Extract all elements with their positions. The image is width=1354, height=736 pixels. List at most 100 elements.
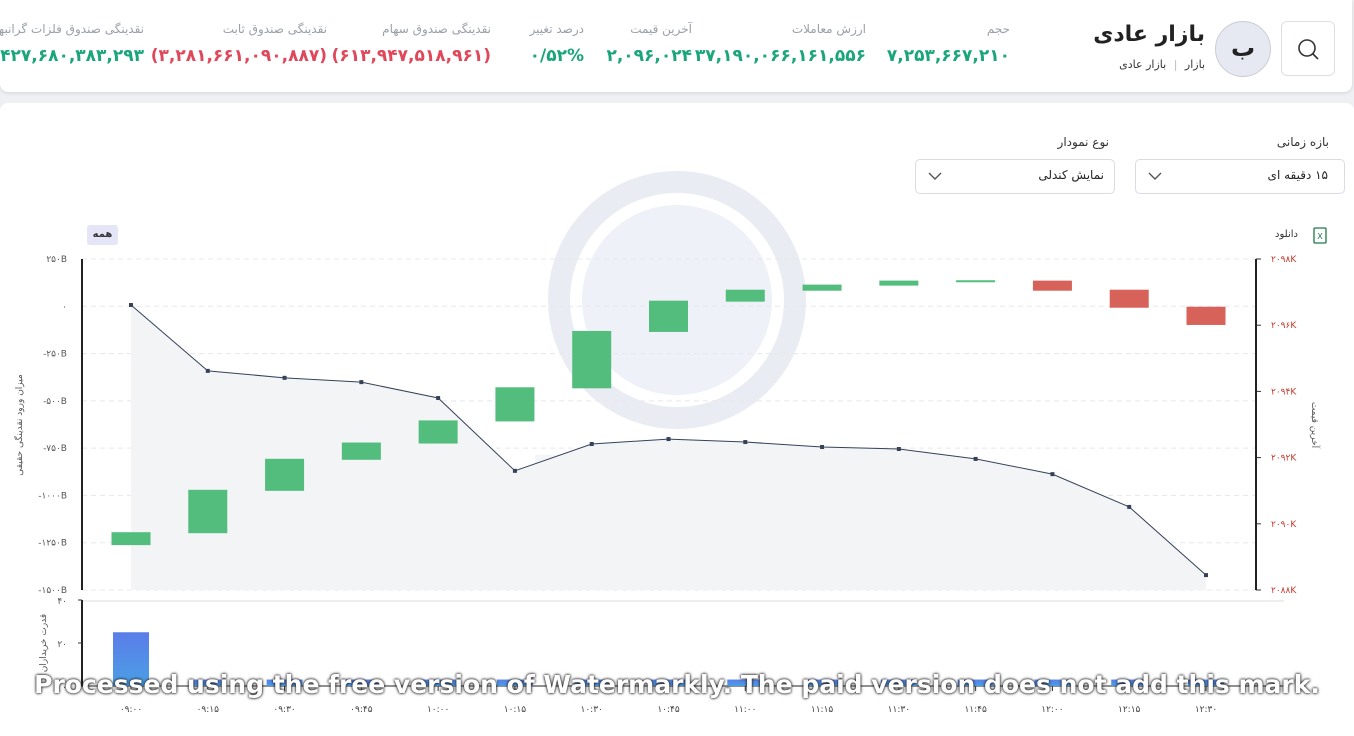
y-tick-label: -۱۰۰۰B	[38, 491, 67, 501]
candle	[649, 300, 688, 332]
y-tick-label: -۱۵۰۰B	[38, 586, 67, 596]
buyer-bar	[343, 679, 380, 686]
search-button[interactable]	[1281, 21, 1335, 76]
price-point	[973, 456, 978, 461]
y2-axis-label: آخرین قیمت	[1309, 402, 1321, 449]
buyer-bar	[880, 679, 917, 686]
y-tick-label: ۰	[62, 302, 67, 312]
stat-label: حجم	[986, 22, 1010, 36]
period-value: ۱۵ دقیقه ای	[1267, 168, 1328, 182]
all-button[interactable]: همه	[87, 225, 118, 245]
y2-tick-label: ۲۰۹۰K	[1271, 520, 1297, 530]
y-tick-label: -۱۲۵۰B	[38, 539, 67, 549]
search-icon	[1298, 39, 1319, 60]
sub-axis-label: قدرت خریداران	[39, 614, 49, 672]
watermark-ring	[548, 171, 806, 429]
price-point	[359, 380, 364, 385]
x-tick-label: ۱۱:۰۰	[734, 705, 756, 715]
y-axis-label: میزان ورود نقدینگی حقیقی	[13, 374, 25, 476]
x-tick-label: ۱۰:۰۰	[427, 705, 449, 715]
stat-label: نقدینگی صندوق فلزات گرانبها	[0, 22, 144, 36]
price-point	[589, 442, 594, 447]
buyer-bar	[420, 679, 457, 686]
period-select[interactable]: ۱۵ دقیقه ای	[1135, 159, 1345, 194]
stat-label: آخرین قیمت	[630, 22, 692, 36]
candle	[188, 489, 228, 534]
candle	[111, 532, 151, 546]
candle	[1032, 280, 1072, 291]
x-tick-label: ۰۹:۳۰	[273, 705, 295, 715]
watermark-disc	[582, 205, 772, 395]
x-tick-label: ۱۰:۳۰	[581, 705, 603, 715]
x-tick-label: ۱۰:۴۵	[657, 705, 680, 715]
x-tick-label: ۱۲:۰۰	[1041, 705, 1063, 715]
breadcrumb: بازار | بازار عادی	[1119, 58, 1205, 71]
x-tick-label: ۱۲:۱۵	[1118, 705, 1141, 715]
x-tick-label: ۱۰:۱۵	[504, 705, 527, 715]
candle	[956, 280, 996, 283]
price-point	[666, 437, 671, 442]
candle	[495, 387, 535, 422]
y-tick-label: ۲۵۰B	[46, 255, 67, 265]
buyer-bar	[113, 632, 149, 686]
y2-tick-label: ۲۰۹۸K	[1271, 255, 1297, 265]
x-tick-label: ۰۹:۱۵	[197, 705, 220, 715]
buyer-bar	[650, 679, 687, 686]
chevron	[928, 172, 942, 180]
buyer-bar	[573, 679, 610, 686]
candle	[265, 458, 305, 491]
price-point	[129, 303, 133, 308]
header-card: ب بازار عادی بازار | بازار عادی حجم ۷,۲۵۳…	[0, 0, 1352, 92]
price-point	[512, 468, 517, 473]
y2-tick-label: ۲۰۹۴K	[1271, 387, 1297, 397]
stat-label: نقدینگی صندوق ثابت	[222, 22, 327, 36]
chart-type-label: نوع نمودار	[1057, 135, 1109, 149]
buyer-bar	[496, 679, 533, 686]
chart-type-select[interactable]: نمایش کندلی	[915, 159, 1115, 194]
buyer-bar	[1188, 679, 1224, 686]
price-point	[820, 445, 825, 450]
buyer-bar	[804, 679, 841, 686]
candle	[572, 330, 612, 389]
buyer-bar	[1034, 679, 1071, 686]
x-tick-label: ۱۱:۱۵	[811, 705, 834, 715]
breadcrumb-item[interactable]: بازار	[1184, 58, 1205, 71]
y2-tick-label: ۲۰۹۲K	[1271, 454, 1297, 464]
stat-value: ۳۷,۱۹۰,۰۶۶,۱۶۱,۵۵۶	[694, 46, 866, 66]
buyer-bar	[189, 679, 226, 686]
stat-value: ۷,۲۵۳,۶۶۷,۲۱۰	[886, 46, 1010, 66]
candle	[802, 284, 842, 291]
buyer-bar	[1111, 679, 1148, 686]
x-tick-label: ۰۹:۰۰	[120, 705, 142, 715]
stat-value: ۲,۰۹۶,۰۲۴	[606, 46, 692, 66]
y2-tick-label: ۲۰۸۸K	[1271, 586, 1297, 596]
stat-value: (۶۱۳,۹۴۷,۵۱۸,۹۶۱)	[331, 46, 491, 66]
x-tick-label: ۱۱:۴۵	[964, 705, 987, 715]
candle	[1186, 306, 1226, 325]
candle	[1109, 289, 1149, 308]
price-point	[205, 368, 210, 373]
download-link[interactable]: دانلود	[1275, 229, 1298, 240]
x-tick-label: ۰۹:۴۵	[350, 705, 373, 715]
avatar: ب	[1215, 21, 1271, 77]
candle	[879, 280, 919, 286]
sub-tick-label: ۰	[62, 683, 67, 693]
watermark-notice: Processed using the free version of Wate…	[34, 670, 1320, 699]
breadcrumb-item[interactable]: بازار عادی	[1119, 58, 1167, 71]
y-tick-label: -۵۰۰B	[43, 397, 67, 407]
price-point	[1204, 573, 1208, 578]
candle	[341, 442, 381, 460]
price-point	[896, 446, 901, 451]
breadcrumb-separator: |	[1173, 58, 1178, 71]
sub-tick-label: ۴۰	[57, 597, 67, 607]
price-area	[131, 305, 1206, 590]
market-title: بازار عادی	[1093, 22, 1205, 47]
price-point	[743, 440, 748, 445]
stat-value: (۳,۲۸۱,۶۶۱,۰۹۰,۸۸۷)	[150, 46, 327, 66]
period-label: بازه زمانی	[1276, 135, 1329, 149]
excel-icon: X	[1313, 227, 1327, 244]
stat-value: ۴۲۷,۶۸۰,۳۸۳,۲۹۳	[0, 46, 144, 66]
price-point	[282, 375, 287, 380]
candle	[725, 289, 765, 302]
